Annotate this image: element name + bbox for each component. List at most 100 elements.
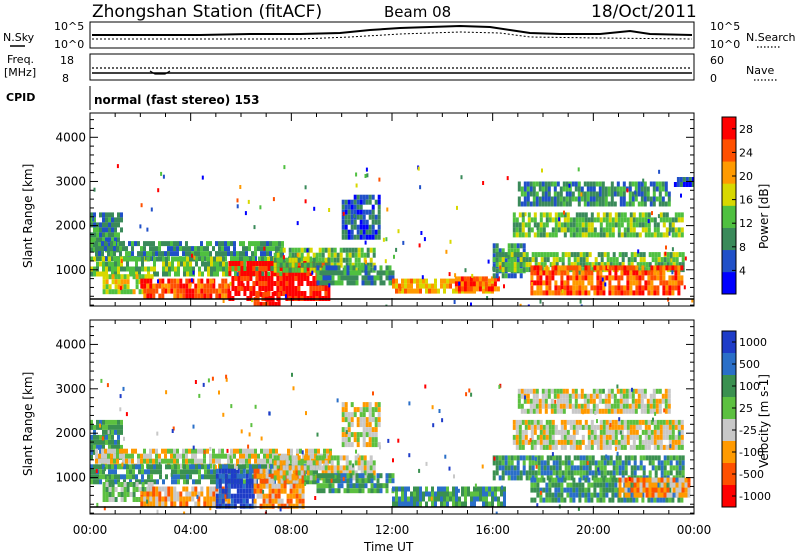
data-cell	[371, 224, 375, 230]
data-cell	[662, 285, 666, 291]
data-cell	[460, 276, 464, 282]
data-cell	[539, 424, 543, 430]
data-cell	[590, 270, 594, 276]
data-cell	[348, 465, 352, 471]
data-cell	[111, 487, 115, 492]
data-cell	[233, 478, 237, 484]
data-cell	[662, 444, 666, 450]
data-cell	[102, 464, 105, 470]
data-cell	[271, 468, 275, 474]
data-cell	[569, 482, 573, 488]
data-cell	[633, 465, 637, 471]
data-cell	[481, 281, 485, 287]
data-cell	[492, 460, 496, 466]
data-cell	[581, 280, 585, 286]
data-cell	[357, 455, 361, 461]
data-cell	[616, 181, 620, 187]
data-cell	[207, 464, 210, 470]
data-cell	[370, 275, 374, 281]
data-cell	[398, 283, 401, 289]
data-cell	[362, 402, 366, 408]
data-cell	[545, 497, 549, 503]
data-cell	[275, 241, 278, 247]
data-cell	[533, 482, 537, 488]
data-cell	[541, 403, 545, 409]
data-cell	[671, 429, 675, 435]
data-cell	[490, 276, 494, 282]
data-cell	[297, 470, 301, 476]
data-cell	[268, 498, 272, 504]
data-cell	[146, 491, 150, 497]
data-cell	[671, 424, 675, 430]
data-cell	[556, 403, 560, 409]
data-cell	[282, 460, 286, 466]
data-cell	[102, 289, 106, 295]
data-cell	[341, 432, 345, 438]
data-cell	[593, 227, 597, 233]
data-cell	[548, 429, 552, 435]
data-cell	[562, 186, 566, 192]
data-cell	[510, 267, 514, 273]
data-cell	[262, 503, 266, 509]
data-cell	[614, 439, 618, 445]
data-cell	[350, 402, 354, 408]
data-cell	[619, 186, 623, 192]
data-cell	[606, 455, 610, 461]
data-cell	[283, 165, 286, 170]
data-cell	[239, 498, 243, 504]
data-cell	[221, 478, 225, 484]
data-cell	[665, 497, 669, 503]
data-cell	[549, 252, 553, 258]
data-cell	[191, 496, 195, 502]
data-cell	[323, 458, 326, 464]
data-cell	[104, 458, 107, 464]
data-cell	[93, 434, 96, 440]
data-cell	[129, 464, 132, 470]
data-cell	[407, 496, 410, 502]
data-cell	[273, 281, 277, 286]
data-cell	[669, 455, 673, 461]
data-cell	[333, 257, 337, 263]
data-cell	[669, 470, 673, 476]
data-cell	[572, 265, 576, 271]
data-cell	[95, 246, 98, 252]
data-cell	[614, 424, 618, 430]
data-cell	[572, 227, 576, 233]
data-cell	[116, 458, 119, 464]
data-cell	[377, 234, 381, 240]
data-cell	[242, 498, 246, 504]
data-cell	[353, 214, 356, 218]
data-cell	[404, 278, 407, 284]
data-cell	[353, 412, 357, 418]
data-cell	[617, 222, 621, 228]
data-cell	[108, 434, 111, 440]
data-cell	[195, 479, 198, 485]
data-cell	[114, 429, 117, 435]
data-cell	[212, 453, 215, 459]
data-cell	[108, 256, 111, 262]
data-cell	[601, 201, 605, 207]
data-cell	[581, 212, 585, 218]
data-cell	[243, 286, 247, 291]
data-cell	[565, 403, 569, 409]
data-cell	[372, 475, 376, 481]
data-cell	[374, 402, 378, 408]
data-cell	[279, 262, 283, 268]
data-cell	[533, 439, 537, 445]
data-cell	[105, 487, 109, 492]
data-cell	[653, 270, 657, 276]
data-cell	[174, 479, 177, 485]
data-cell	[123, 464, 126, 470]
data-cell	[161, 278, 165, 284]
data-cell	[488, 278, 491, 284]
data-cell	[392, 278, 395, 284]
data-cell	[539, 419, 543, 425]
data-cell	[345, 455, 349, 461]
data-cell	[540, 262, 544, 268]
data-cell	[542, 270, 546, 276]
data-cell	[233, 463, 236, 469]
data-cell	[663, 487, 667, 493]
data-cell	[510, 460, 514, 466]
data-cell	[348, 257, 352, 263]
data-cell	[524, 212, 527, 217]
